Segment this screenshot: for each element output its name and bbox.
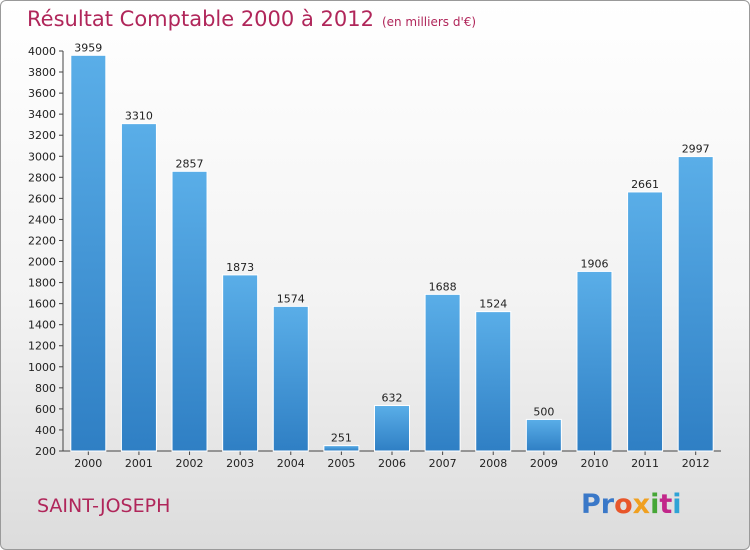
bar — [627, 191, 664, 452]
y-tick-label: 3600 — [28, 87, 56, 100]
y-tick-label: 1000 — [28, 361, 56, 374]
bar — [70, 54, 107, 452]
data-label: 1688 — [429, 280, 457, 293]
bar — [424, 293, 461, 452]
commune-name: SAINT-JOSEPH — [37, 495, 171, 517]
data-label: 1906 — [580, 257, 608, 270]
y-tick-label: 3800 — [28, 66, 56, 79]
y-tick-label: 1600 — [28, 298, 56, 311]
x-tick-label: 2000 — [74, 457, 102, 470]
axes: 200 400 600 800 1000 1200 1400 1600 1800 2000 2200… — [28, 45, 721, 470]
logo-part-5: t — [659, 489, 673, 520]
y-tick-label: 2800 — [28, 171, 56, 184]
data-label: 3959 — [74, 41, 102, 54]
logo-part-3: x — [632, 489, 651, 520]
bar — [677, 156, 714, 452]
data-label: 632 — [382, 392, 403, 405]
x-tick-label: 2006 — [378, 457, 406, 470]
bar — [120, 123, 157, 452]
y-tick-label: 600 — [35, 403, 56, 416]
x-tick-label: 2009 — [530, 457, 558, 470]
y-tick-label: 3200 — [28, 129, 56, 142]
bar — [323, 445, 360, 452]
x-tick-label: 2002 — [176, 457, 204, 470]
y-tick-label: 1200 — [28, 340, 56, 353]
y-tick-label: 400 — [35, 424, 56, 437]
x-tick-label: 2012 — [682, 457, 710, 470]
y-tick-label: 2000 — [28, 256, 56, 269]
bar — [171, 170, 208, 452]
data-label: 3310 — [125, 110, 153, 123]
x-tick-label: 2007 — [429, 457, 457, 470]
x-tick-label: 2003 — [226, 457, 254, 470]
y-tick-label: 4000 — [28, 45, 56, 58]
x-tick-label: 2010 — [580, 457, 608, 470]
data-label: 500 — [533, 405, 554, 418]
bar — [525, 418, 562, 452]
data-label: 251 — [331, 432, 352, 445]
y-tick-label: 3400 — [28, 108, 56, 121]
logo-part-4: i — [650, 489, 660, 520]
bar — [272, 305, 309, 452]
bars: 3959 3310 2857 1873 1574 251 632 1688 1524 500 190… — [70, 41, 714, 452]
y-tick-label: 2400 — [28, 213, 56, 226]
x-tick-label: 2005 — [327, 457, 355, 470]
bar — [576, 270, 613, 452]
chart-title: Résultat Comptable 2000 à 2012 (en millie… — [27, 7, 476, 31]
x-tick-label: 2011 — [631, 457, 659, 470]
y-tick-label: 1800 — [28, 277, 56, 290]
y-tick-label: 2200 — [28, 234, 56, 247]
data-label: 1873 — [226, 261, 254, 274]
data-label: 1574 — [277, 292, 305, 305]
proxiti-logo[interactable]: Proxiti — [581, 489, 682, 520]
y-tick-label: 3000 — [28, 150, 56, 163]
x-tick-label: 2004 — [277, 457, 305, 470]
y-tick-label: 800 — [35, 382, 56, 395]
logo-part-6: i — [672, 489, 682, 520]
data-label: 2997 — [682, 143, 710, 156]
x-tick-label: 2001 — [125, 457, 153, 470]
x-tick-label: 2008 — [479, 457, 507, 470]
logo-part-2: o — [614, 489, 633, 520]
data-label: 1524 — [479, 298, 507, 311]
y-tick-label: 200 — [35, 445, 56, 458]
y-tick-label: 1400 — [28, 319, 56, 332]
bar — [374, 405, 410, 452]
chart-unit: (en milliers d'€) — [381, 15, 477, 29]
data-label: 2661 — [631, 178, 659, 191]
chart-title-text: Résultat Comptable 2000 à 2012 — [27, 7, 374, 31]
logo-part-1: Pr — [581, 489, 615, 520]
y-tick-label: 2600 — [28, 192, 56, 205]
bar — [475, 311, 512, 452]
data-label: 2857 — [176, 157, 204, 170]
bar — [222, 274, 259, 452]
